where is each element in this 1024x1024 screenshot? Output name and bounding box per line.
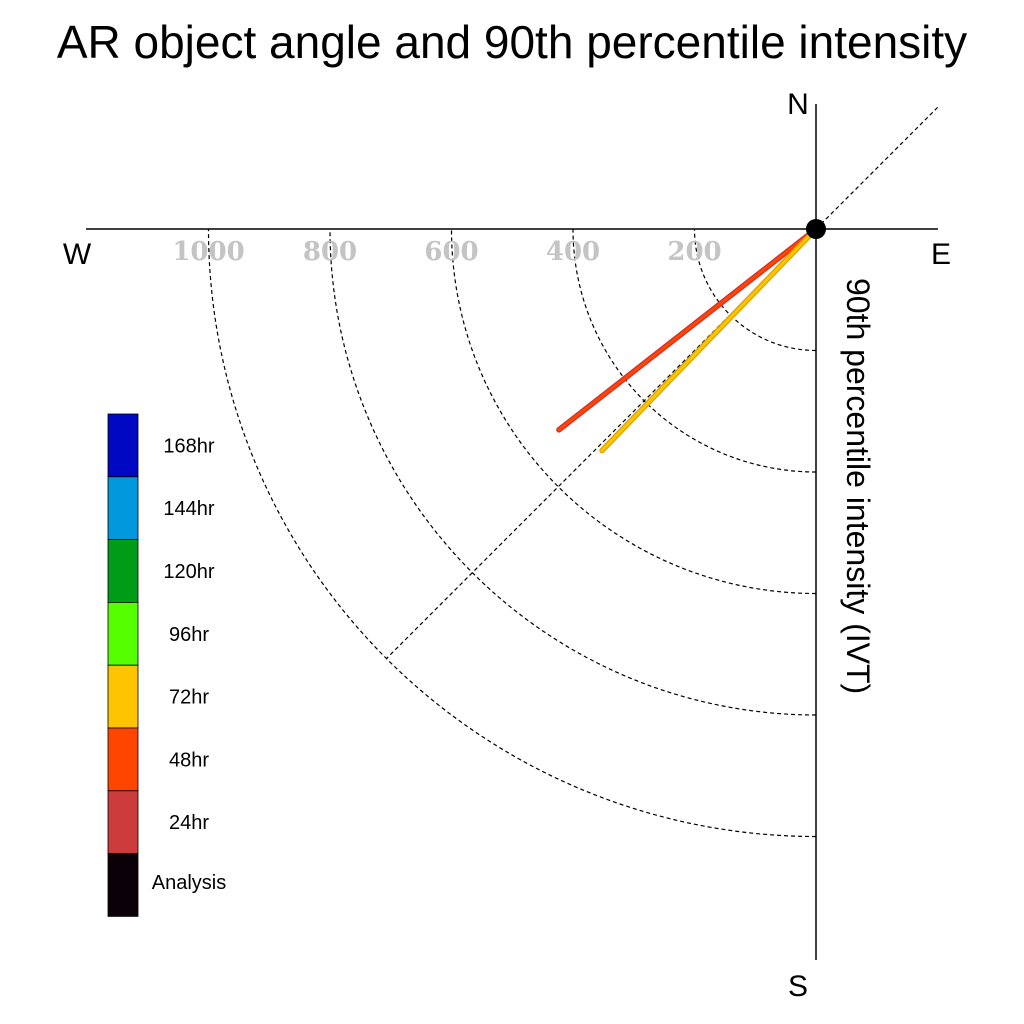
chart-title: AR object angle and 90th percentile inte… xyxy=(57,16,967,68)
intensity-vectors xyxy=(556,219,826,454)
ring-label-1000: 1000 xyxy=(172,237,244,267)
legend-swatch-Analysis xyxy=(107,853,139,917)
south-label: S xyxy=(788,970,808,1003)
legend-swatch-120hr xyxy=(107,539,139,603)
legend-label-24hr: 24hr xyxy=(169,812,209,834)
ring-label-200: 200 xyxy=(667,237,721,267)
reference-diagonal xyxy=(386,106,939,659)
legend-swatch-168hr xyxy=(107,413,139,478)
vector-72hr xyxy=(600,227,818,453)
ring-labels: 1000 800 600 400 200 xyxy=(172,237,721,267)
legend-label-72hr: 72hr xyxy=(169,687,209,709)
legend-label-Analysis: Analysis xyxy=(152,872,226,894)
east-label: E xyxy=(931,238,951,271)
ring-label-400: 400 xyxy=(546,237,600,267)
ring-600 xyxy=(450,228,817,595)
vector-48hr xyxy=(557,227,818,432)
legend-swatch-144hr xyxy=(107,476,139,540)
ring-label-600: 600 xyxy=(424,237,478,267)
west-label: W xyxy=(63,238,92,271)
lead-time-legend: 168hr 144hr 120hr 96hr 72hr 48hr 24hr Analysis xyxy=(107,413,226,917)
ring-200 xyxy=(693,228,817,352)
north-label: N xyxy=(787,88,809,121)
ring-label-800: 800 xyxy=(303,237,357,267)
legend-swatch-48hr xyxy=(107,727,139,792)
legend-label-120hr: 120hr xyxy=(163,561,214,583)
compass-axes xyxy=(86,104,939,960)
legend-swatch-24hr xyxy=(107,790,139,854)
legend-label-144hr: 144hr xyxy=(163,498,214,520)
legend-swatch-96hr xyxy=(107,602,139,666)
legend-label-168hr: 168hr xyxy=(163,435,214,457)
y-axis-label: 90th percentile intensity (IVT) xyxy=(840,278,876,694)
legend-swatch-72hr xyxy=(107,664,139,729)
legend-label-96hr: 96hr xyxy=(169,624,209,646)
origin-point xyxy=(806,219,826,239)
legend-label-48hr: 48hr xyxy=(169,749,209,771)
